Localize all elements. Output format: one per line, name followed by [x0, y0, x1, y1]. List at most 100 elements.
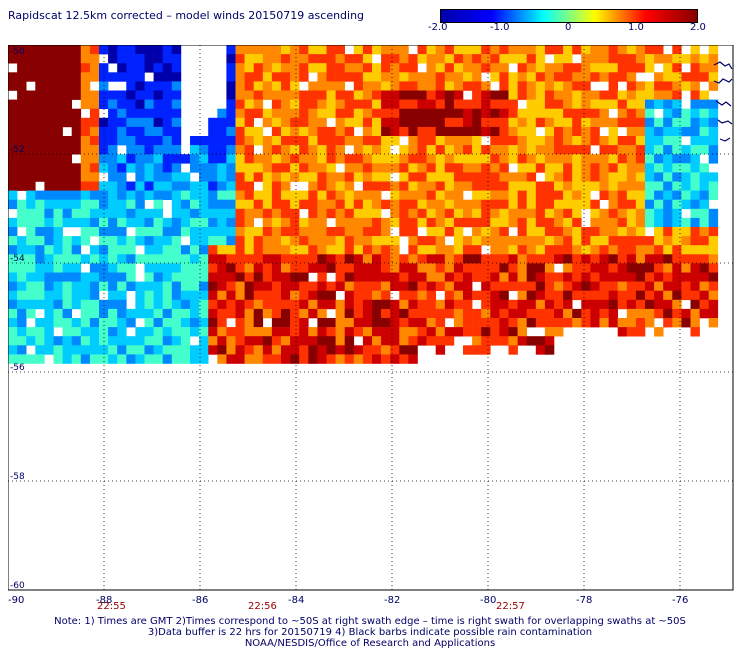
- wind-cell: [144, 108, 154, 119]
- wind-cell: [708, 54, 719, 64]
- wind-cell: [681, 227, 691, 237]
- wind-cell: [8, 81, 18, 91]
- wind-cell: [690, 254, 700, 264]
- wind-cell: [372, 45, 382, 55]
- wind-cell: [399, 163, 409, 173]
- wind-cell: [453, 81, 464, 91]
- wind-cell: [44, 108, 54, 119]
- wind-cell: [517, 45, 527, 55]
- wind-cell: [253, 354, 264, 364]
- wind-cell: [554, 236, 564, 246]
- wind-cell: [590, 172, 600, 182]
- wind-cell: [708, 172, 719, 182]
- wind-cell: [162, 318, 173, 328]
- wind-cell: [681, 145, 691, 155]
- wind-cell: [590, 45, 600, 55]
- wind-cell: [572, 99, 582, 109]
- wind-cell: [554, 145, 564, 155]
- wind-cell: [517, 63, 527, 73]
- wind-cell: [663, 72, 673, 82]
- wind-cell: [162, 272, 173, 282]
- wind-cell: [472, 236, 482, 246]
- wind-cell: [635, 308, 646, 319]
- wind-cell: [8, 126, 18, 137]
- wind-cell: [399, 72, 409, 82]
- wind-cell: [472, 327, 482, 337]
- colorbar-label-pos1: 1.0: [628, 22, 644, 33]
- wind-cell: [62, 181, 72, 191]
- wind-cell: [126, 217, 136, 228]
- wind-cell: [217, 354, 227, 364]
- wind-cell: [281, 281, 291, 291]
- wind-cell: [281, 108, 291, 119]
- wind-cell: [681, 217, 691, 228]
- wind-cell: [89, 145, 100, 155]
- wind-cell: [453, 254, 464, 264]
- wind-cell: [235, 308, 245, 319]
- wind-cell: [353, 308, 364, 319]
- wind-cell: [281, 136, 291, 146]
- wind-cell: [253, 281, 264, 291]
- wind-cell: [144, 145, 154, 155]
- wind-cell: [635, 163, 646, 173]
- wind-cell: [399, 254, 409, 264]
- wind-cell: [645, 190, 655, 200]
- wind-cell: [290, 72, 300, 82]
- wind-cell: [681, 163, 691, 173]
- wind-cell: [308, 199, 318, 210]
- wind-cell: [544, 217, 555, 228]
- wind-cell: [135, 327, 145, 337]
- wind-cell: [271, 126, 282, 137]
- wind-cell: [281, 254, 291, 264]
- wind-cell: [672, 99, 682, 109]
- wind-cell: [71, 290, 82, 301]
- wind-cell: [344, 318, 355, 328]
- wind-cell: [535, 272, 546, 282]
- wind-cell: [590, 272, 600, 282]
- wind-cell: [526, 272, 537, 282]
- wind-cell: [663, 281, 673, 291]
- wind-cell: [417, 81, 427, 91]
- wind-cell: [53, 154, 63, 164]
- wind-cell: [299, 254, 309, 264]
- wind-cell: [226, 63, 236, 73]
- wind-cell: [372, 172, 382, 182]
- wind-cell: [535, 245, 546, 255]
- wind-cell: [381, 117, 391, 128]
- wind-cell: [26, 290, 36, 301]
- wind-cell: [617, 281, 628, 291]
- wind-cell: [599, 227, 609, 237]
- wind-cell: [117, 354, 127, 364]
- wind-cell: [89, 163, 100, 173]
- wind-cell: [171, 227, 182, 237]
- wind-cell: [290, 208, 300, 219]
- wind-cell: [344, 199, 355, 210]
- wind-cell: [563, 163, 573, 173]
- wind-cell: [308, 126, 318, 137]
- wind-cell: [17, 245, 27, 255]
- wind-cell: [171, 208, 182, 219]
- wind-cell: [326, 290, 336, 301]
- wind-cell: [271, 54, 282, 64]
- wind-cell: [435, 281, 446, 291]
- wind-cell: [281, 63, 291, 73]
- wind-cell: [271, 245, 282, 255]
- wind-cell: [645, 154, 655, 164]
- wind-cell: [362, 254, 373, 264]
- wind-cell: [408, 72, 418, 82]
- wind-cell: [290, 236, 300, 246]
- wind-cell: [308, 63, 318, 73]
- wind-cell: [162, 163, 173, 173]
- wind-cell: [317, 281, 327, 291]
- wind-cell: [372, 318, 382, 328]
- wind-cell: [144, 308, 154, 319]
- wind-cell: [617, 63, 628, 73]
- wind-cell: [544, 245, 555, 255]
- wind-cell: [162, 172, 173, 182]
- wind-cell: [8, 172, 18, 182]
- wind-cell: [62, 81, 72, 91]
- wind-cell: [162, 336, 173, 346]
- wind-cell: [89, 336, 100, 346]
- wind-cell: [499, 263, 509, 273]
- wind-cell: [44, 190, 54, 200]
